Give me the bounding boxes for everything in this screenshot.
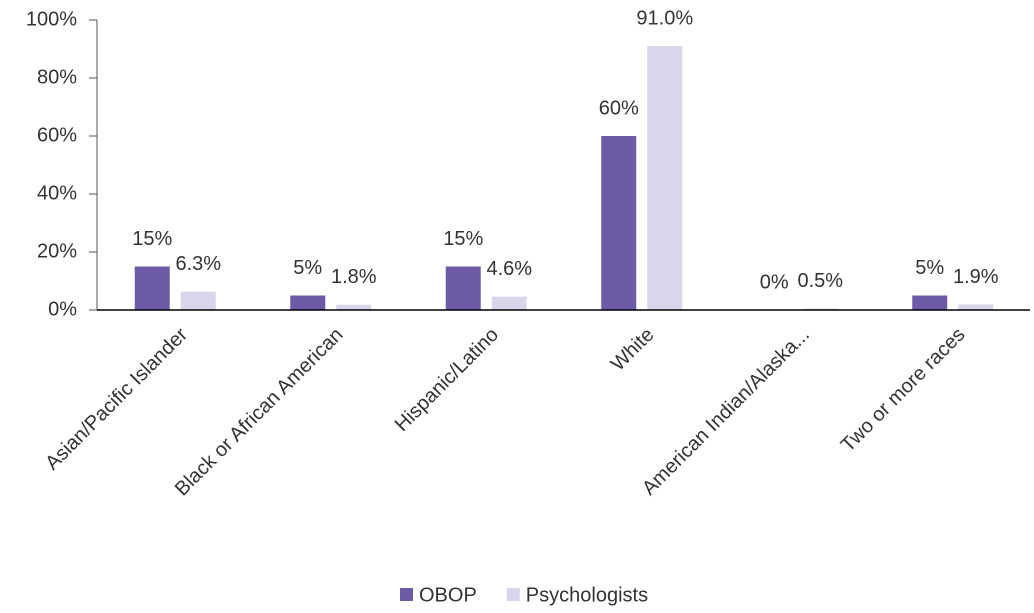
data-label: 1.8% xyxy=(331,266,377,288)
bar xyxy=(290,295,326,310)
bar xyxy=(491,296,527,310)
x-tick-label: Two or more races xyxy=(837,324,970,457)
data-label: 5% xyxy=(293,257,322,279)
bar xyxy=(601,136,637,310)
data-label: 1.9% xyxy=(953,266,999,288)
x-tick-label: Hispanic/Latino xyxy=(391,324,503,436)
data-label: 0% xyxy=(760,271,789,293)
data-label: 6.3% xyxy=(175,253,221,275)
bar xyxy=(336,304,372,310)
x-tick-label: American Indian/Alaska... xyxy=(638,324,814,500)
bar xyxy=(134,266,170,310)
bar xyxy=(647,46,683,310)
legend-swatch xyxy=(506,588,520,601)
legend-label: OBOP xyxy=(419,584,477,606)
y-tick-label: 20% xyxy=(37,240,77,262)
y-tick-label: 60% xyxy=(37,124,77,146)
data-label: 5% xyxy=(915,257,944,279)
x-tick-label: Black or African American xyxy=(171,324,348,501)
data-label: 15% xyxy=(443,228,483,250)
x-tick-label: White xyxy=(607,324,659,376)
legend-swatch xyxy=(400,588,413,601)
legend-label: Psychologists xyxy=(526,584,648,606)
bar xyxy=(958,304,994,310)
data-label: 91.0% xyxy=(636,7,693,29)
bar xyxy=(445,266,481,310)
data-label: 60% xyxy=(599,97,639,119)
y-tick-label: 80% xyxy=(37,66,77,88)
y-tick-label: 40% xyxy=(37,182,77,204)
data-label: 15% xyxy=(132,228,172,250)
data-label: 0.5% xyxy=(797,270,843,292)
y-tick-label: 100% xyxy=(26,8,77,30)
y-tick-label: 0% xyxy=(48,298,77,320)
bar xyxy=(912,295,948,310)
bar xyxy=(180,291,216,310)
x-tick-label: Asian/Pacific Islander xyxy=(41,323,192,474)
data-label: 4.6% xyxy=(486,258,532,280)
